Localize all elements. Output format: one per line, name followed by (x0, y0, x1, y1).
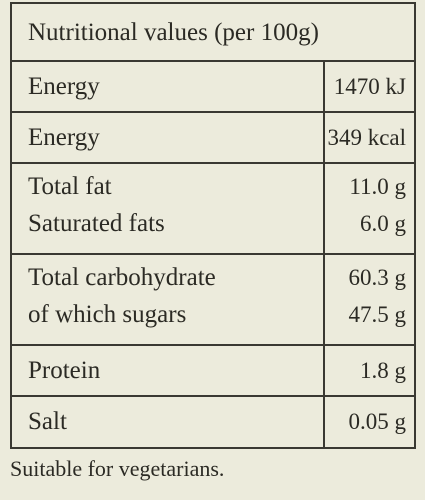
nutrient-label: Salt (28, 408, 67, 435)
row-group: Energy 349 kcal (12, 111, 414, 162)
row-group: Total fat 11.0 g Saturated fats 6.0 g (12, 162, 414, 253)
row-group: Protein 1.8 g (12, 344, 414, 395)
nutrient-value: 1.8 g (360, 358, 406, 383)
nutrient-label: Protein (28, 357, 101, 384)
nutrient-label: Energy (28, 73, 100, 100)
footer-note: Suitable for vegetarians. (10, 456, 225, 481)
nutrient-value: 1470 kJ (333, 74, 406, 99)
table-title: Nutritional values (per 100g) (28, 19, 319, 46)
nutrient-value: 0.05 g (348, 409, 407, 434)
nutrition-table: Nutritional values (per 100g) Energy 1470… (10, 2, 416, 449)
row-group: Energy 1470 kJ (12, 60, 414, 111)
nutrient-label: Energy (28, 124, 100, 151)
nutrient-value: 60.3 g (348, 265, 407, 290)
row-group: Salt 0.05 g (12, 395, 414, 446)
row-group: Total carbohydrate 60.3 g of which sugars 4… (12, 253, 414, 344)
nutrient-value: 349 kcal (327, 125, 406, 150)
nutrient-label: Saturated fats (28, 210, 165, 237)
nutrient-label: Total fat (28, 173, 112, 200)
nutrient-value: 11.0 g (349, 174, 406, 199)
nutrient-value: 6.0 g (360, 211, 406, 236)
column-divider (323, 60, 325, 447)
nutrient-label: Total carbohydrate (28, 264, 216, 291)
nutrient-value: 47.5 g (348, 302, 407, 327)
nutrient-label: of which sugars (28, 301, 187, 328)
